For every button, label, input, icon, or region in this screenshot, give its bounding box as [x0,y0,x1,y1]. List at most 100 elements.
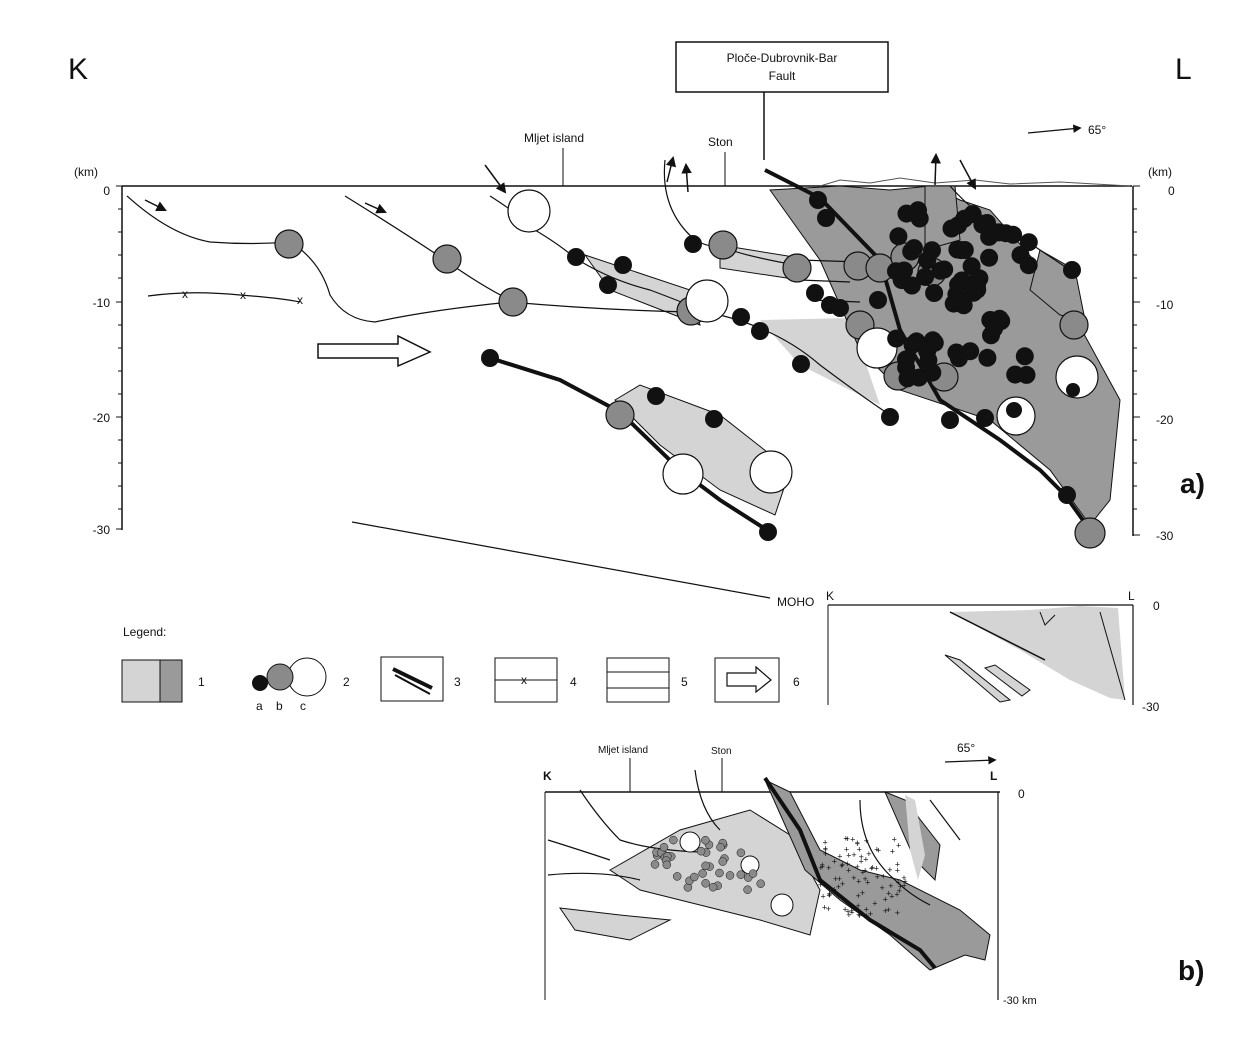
earthquake-dot [1011,246,1030,264]
epicenter-marker: + [851,873,856,883]
medium-epicenter [736,870,746,879]
epicenter-marker: + [855,838,860,848]
epicenter-marker: + [833,874,838,884]
fault-label-line2: Fault [769,69,796,83]
epicenter-marker: + [840,879,845,889]
earthquake-dot [985,319,1003,338]
epicenter-marker: + [872,898,877,908]
svg-text:0: 0 [1018,787,1025,801]
svg-text:4: 4 [570,675,577,689]
epicenter-marker: + [843,834,848,844]
svg-text:3: 3 [454,675,461,689]
earthquake-dot [909,201,927,220]
medium-epicenter [659,842,669,852]
earthquake-dot [887,329,906,348]
earthquake-dot [905,239,923,258]
epicenter-marker: + [826,863,831,873]
epicenter-marker: + [886,905,891,915]
earthquake-dot [903,335,922,354]
corner-label-l: L [1175,53,1192,86]
earthquake-dot [918,251,937,270]
epicenter-marker: + [820,862,825,872]
svg-text:-10: -10 [93,296,111,310]
svg-text:-20: -20 [1156,413,1174,427]
panel-b-azimuth: 65° [944,741,997,765]
legend-item-5: 5 [606,657,688,703]
medium-epicenter [696,846,706,856]
epicenter-marker: + [827,890,832,900]
svg-text:-20: -20 [93,411,111,425]
epicenter-marker: + [822,903,827,913]
moho-line [351,521,771,599]
svg-text:(km): (km) [1148,165,1172,179]
epicenter-marker: + [870,863,875,873]
epicenter-marker: + [823,845,828,855]
medium-epicenter [701,861,710,871]
medium-epicenter [743,885,752,894]
svg-text:2: 2 [343,675,350,689]
epicenter-marker: + [844,845,849,855]
epicenter-marker: + [896,840,901,850]
legend-item-1: 1 [121,659,205,703]
legend-item-4: x 4 [494,657,577,703]
epicenter-marker: + [892,834,897,844]
medium-epicenter [715,868,724,878]
epicenter-marker: + [843,905,848,915]
svg-text:-10: -10 [1156,298,1174,312]
earthquake-dot [978,348,997,367]
mljet-island-label: Mljet island [524,131,584,145]
epicenter-marker: + [883,906,888,916]
svg-text:K: K [826,589,834,603]
epicenter-marker: + [856,901,861,911]
epicenter-marker: + [876,846,881,856]
medium-epicenter [669,835,678,845]
svg-text:a: a [256,699,263,713]
epicenter-marker: + [901,873,906,883]
epicenter-marker: + [890,846,895,856]
svg-text:L: L [990,769,997,783]
epicenter-marker: + [846,851,851,861]
epicenter-marker: + [839,861,844,871]
epicenter-marker: + [889,892,894,902]
epicenter-marker: + [832,885,837,895]
svg-text:65°: 65° [957,741,975,755]
medium-epicenter [701,879,710,888]
earthquake-dot [996,224,1015,243]
earthquake-dot [980,248,999,267]
legend-item-3: 3 [380,656,461,702]
svg-text:b: b [276,699,283,713]
epicenter-marker: + [859,857,864,867]
inset-section: K L 0 -30 [826,589,1160,714]
svg-text:1: 1 [198,675,205,689]
movement-arrow [317,334,432,368]
epicenter-marker: + [868,909,873,919]
epicenter-marker: + [881,871,886,881]
epicenter-marker: + [895,908,900,918]
earthquake-dot [952,271,971,290]
medium-epicenter [701,835,710,845]
panel-b-dense-cluster: ++++++++++++++++++++++++++++++++++++++++… [650,834,908,921]
epicenter-marker: + [821,891,826,901]
svg-text:x: x [521,673,527,687]
panel-b-mljet-label: Mljet island [598,745,648,756]
medium-epicenter [662,860,672,870]
medium-epicenter [725,871,735,880]
earthquake-dot [951,241,970,260]
fault-label-line1: Ploče-Dubrovnik-Bar [727,51,838,65]
svg-text:x: x [297,293,303,307]
medium-epicenter [748,869,758,878]
earthquake-dot [1015,347,1034,366]
epicenter-marker: + [887,865,892,875]
epicenter-marker: + [823,849,828,859]
medium-epicenter [708,882,718,892]
svg-text:K: K [543,769,552,783]
panel-b-ston-label: Ston [711,746,732,757]
epicenter-marker: + [818,863,823,873]
svg-text:0: 0 [1168,184,1175,198]
medium-epicenter [718,857,727,866]
small-earthquake-dots [481,191,1081,541]
azimuth-arrow: 65° [1027,123,1106,137]
svg-text:0: 0 [103,184,110,198]
epicenter-marker: + [857,911,862,921]
